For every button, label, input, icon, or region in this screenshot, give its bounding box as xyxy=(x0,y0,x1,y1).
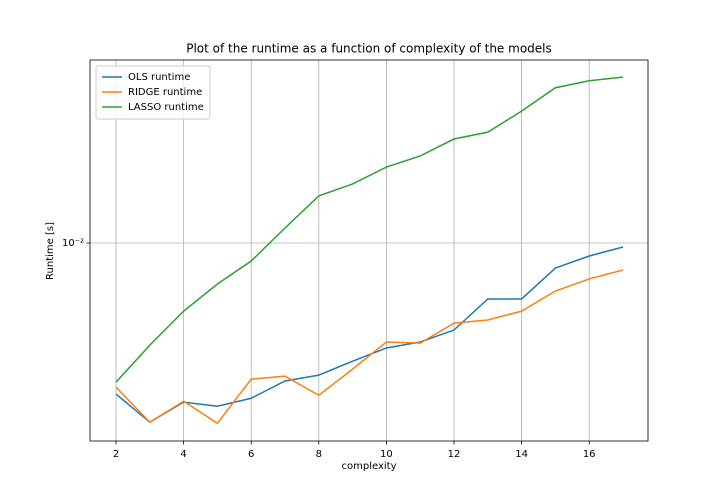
line-series xyxy=(115,269,624,425)
plot-frame xyxy=(89,59,649,442)
x-tick-label: 16 xyxy=(583,449,596,460)
legend-box xyxy=(95,65,211,120)
x-tick-label: 8 xyxy=(316,449,322,460)
x-tick-label: 10 xyxy=(380,449,393,460)
legend-label: OLS runtime xyxy=(128,72,190,83)
x-axis-label: complexity xyxy=(342,461,397,472)
x-tick-label: 6 xyxy=(248,449,254,460)
y-tick-label: 10⁻² xyxy=(62,238,84,249)
line-series xyxy=(115,246,624,424)
x-tick-label: 4 xyxy=(180,449,186,460)
x-tick-label: 2 xyxy=(113,449,119,460)
legend-label: RIDGE runtime xyxy=(128,87,202,98)
line-series xyxy=(115,76,624,383)
legend-label: LASSO runtime xyxy=(128,102,204,113)
chart-title: Plot of the runtime as a function of com… xyxy=(186,42,552,56)
x-tick-label: 12 xyxy=(448,449,461,460)
y-axis-label: Runtime [s] xyxy=(45,222,56,280)
x-tick-label: 14 xyxy=(515,449,528,460)
